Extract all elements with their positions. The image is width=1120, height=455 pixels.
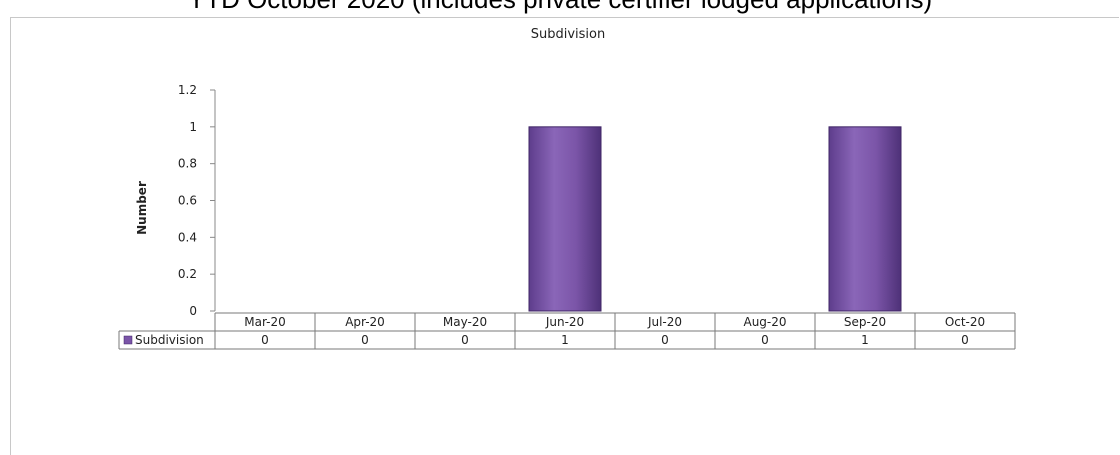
legend-swatch xyxy=(123,335,133,345)
y-tick-label: 0 xyxy=(189,304,197,318)
bars xyxy=(528,126,902,312)
legend-label: Subdivision xyxy=(135,333,204,347)
page-caption: YTD October 2020 (includes private certi… xyxy=(0,0,1120,15)
data-label: 0 xyxy=(961,333,969,347)
y-tick-label: 1.2 xyxy=(178,83,197,97)
y-tick-label: 0.8 xyxy=(178,157,197,171)
data-label: 1 xyxy=(561,333,569,347)
y-tick-label: 1 xyxy=(189,120,197,134)
y-tick-label: 0.4 xyxy=(178,230,197,244)
y-axis: 0 0.2 0.4 0.6 0.8 1 1.2 xyxy=(178,83,216,318)
x-tick-label: Mar-20 xyxy=(244,315,285,329)
chart-title: Subdivision xyxy=(531,27,606,42)
bar xyxy=(528,126,602,312)
bar xyxy=(828,126,902,312)
data-label: 0 xyxy=(261,333,269,347)
data-label: 0 xyxy=(761,333,769,347)
y-tick-label: 0.6 xyxy=(178,194,197,208)
x-tick-label: Jul-20 xyxy=(647,315,682,329)
x-tick-label: Apr-20 xyxy=(345,315,385,329)
data-label: 0 xyxy=(461,333,469,347)
x-tick-label: Jun-20 xyxy=(545,315,584,329)
x-tick-label: Sep-20 xyxy=(844,315,886,329)
data-label: 0 xyxy=(661,333,669,347)
y-tick-label: 0.2 xyxy=(178,267,197,281)
chart-area xyxy=(10,17,1119,455)
x-tick-label: May-20 xyxy=(443,315,487,329)
y-axis-label: Number xyxy=(135,181,149,235)
data-label: 1 xyxy=(861,333,869,347)
data-label: 0 xyxy=(361,333,369,347)
x-tick-label: Aug-20 xyxy=(743,315,786,329)
x-tick-label: Oct-20 xyxy=(945,315,985,329)
data-table: Mar-20 Apr-20 May-20 Jun-20 Jul-20 Aug-20 Sep-… xyxy=(118,312,1016,350)
